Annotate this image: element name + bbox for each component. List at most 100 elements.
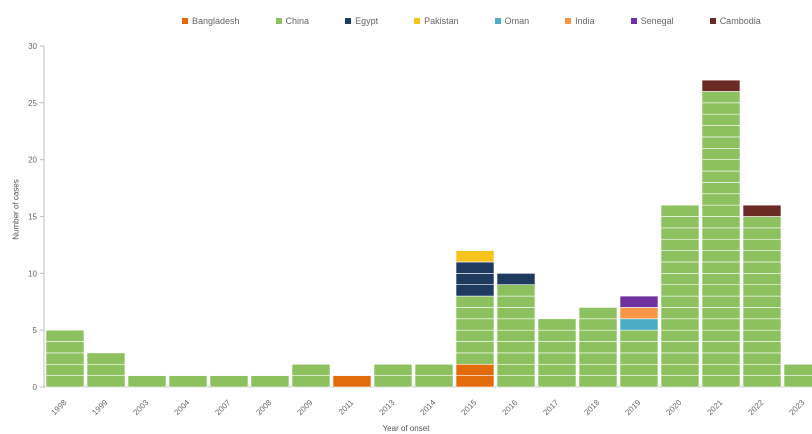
bar-segment-china <box>701 91 741 104</box>
y-axis-label: Number of cases <box>11 179 21 240</box>
bar-segment-china <box>701 216 741 229</box>
bar-segment-china <box>45 375 85 388</box>
x-tick-label: 2008 <box>254 398 273 417</box>
y-tick-label: 15 <box>28 213 37 222</box>
bar-segment-china <box>660 352 700 365</box>
y-tick-label: 25 <box>28 99 37 108</box>
bar-segment-senegal <box>619 295 659 308</box>
bar-segment-china <box>86 363 126 376</box>
bar-segment-china <box>660 250 700 263</box>
bar-segment-china <box>742 363 782 376</box>
legend-label: Bangladesh <box>192 16 240 26</box>
bar-segment-china <box>701 261 741 274</box>
y-tick-label: 20 <box>28 156 37 165</box>
x-tick-label: 2021 <box>705 398 724 417</box>
bar-segment-china <box>701 113 741 126</box>
bar-segment-china <box>742 216 782 229</box>
bar-segment-china <box>209 375 249 388</box>
legend-swatch <box>709 18 716 24</box>
x-tick-label: 2014 <box>418 398 437 417</box>
legend-swatch <box>182 18 188 24</box>
bar-segment-china <box>660 273 700 286</box>
bar-segment-china <box>742 307 782 320</box>
bar-segment-egypt <box>455 284 495 297</box>
legend-swatch <box>345 18 352 24</box>
legend-item-bangladesh: Bangladesh <box>182 16 240 26</box>
bar-segment-china <box>701 182 741 195</box>
bar-segment-china <box>660 307 700 320</box>
legend-item-oman: Oman <box>494 16 530 26</box>
x-tick-label: 1999 <box>90 398 109 417</box>
legend-label: Egypt <box>355 16 379 26</box>
bar-segment-china <box>701 363 741 376</box>
x-tick-label: 2019 <box>623 398 642 417</box>
legend-item-senegal: Senegal <box>630 16 674 26</box>
legend-swatch <box>275 18 282 24</box>
bar-segment-china <box>701 159 741 172</box>
bar-segment-china <box>496 284 536 297</box>
legend-label: Oman <box>504 16 530 26</box>
legend-label: China <box>285 16 310 26</box>
bar-segment-china <box>742 329 782 342</box>
bar-segment-china <box>701 273 741 286</box>
bar-segment-china <box>701 307 741 320</box>
bar-segment-china <box>742 352 782 365</box>
bar-segment-china <box>742 375 782 388</box>
bar-segment-china <box>578 318 618 331</box>
bar-segment-china <box>578 329 618 342</box>
bar-segment-cambodia <box>742 204 782 217</box>
bar-segment-china <box>496 352 536 365</box>
bar-segment-china <box>701 295 741 308</box>
bar-segment-china <box>742 227 782 240</box>
bar-segment-china <box>537 318 577 331</box>
bar-segment-china <box>660 284 700 297</box>
bar-segment-china <box>660 329 700 342</box>
bar-segment-china <box>619 375 659 388</box>
bar-segment-china <box>701 125 741 138</box>
bar-segment-china <box>373 375 413 388</box>
bar-segment-china <box>660 204 700 217</box>
bar-segment-china <box>742 318 782 331</box>
bar-segment-china <box>660 227 700 240</box>
legend-item-egypt: Egypt <box>345 16 378 26</box>
legend-swatch <box>565 18 572 24</box>
bar-segment-china <box>619 352 659 365</box>
bar-segment-china <box>701 148 741 160</box>
bar-segment-china <box>783 375 812 388</box>
bar-segment-china <box>86 375 126 388</box>
x-tick-label: 2004 <box>172 398 191 417</box>
bar-segment-china <box>291 375 331 388</box>
x-tick-label: 2017 <box>541 398 560 417</box>
bar-segment-china <box>701 318 741 331</box>
legend-swatch <box>630 18 637 24</box>
bar-segment-china <box>455 318 495 331</box>
bar-segment-china <box>496 307 536 320</box>
bar-segment-china <box>537 363 577 376</box>
bar-segment-china <box>455 352 495 365</box>
bar-segment-china <box>455 295 495 308</box>
bar-segment-china <box>496 375 536 388</box>
bar-segment-china <box>250 375 290 388</box>
bar-segment-pakistan <box>455 250 495 263</box>
bar-segment-china <box>414 375 454 388</box>
y-tick-label: 0 <box>33 383 38 392</box>
bar-segment-china <box>578 307 618 320</box>
bar-segment-cambodia <box>701 79 741 92</box>
x-tick-label: 2011 <box>337 398 356 417</box>
bar-segment-china <box>701 329 741 342</box>
bar-segment-china <box>537 329 577 342</box>
bar-segment-china <box>45 363 85 376</box>
bar-segment-china <box>168 375 208 388</box>
y-tick-label: 30 <box>28 42 37 51</box>
bar-segment-china <box>578 375 618 388</box>
x-axis-label: Year of onset <box>382 424 430 433</box>
x-tick-label: 2018 <box>582 398 601 417</box>
bar-segment-egypt <box>455 273 495 286</box>
bar-segment-china <box>455 341 495 354</box>
bar-segment-egypt <box>455 261 495 274</box>
bar-segment-china <box>701 102 741 115</box>
bar-segment-china <box>742 238 782 251</box>
bar-segment-china <box>701 352 741 365</box>
bar-segment-china <box>619 329 659 342</box>
bar-segment-china <box>783 363 812 376</box>
